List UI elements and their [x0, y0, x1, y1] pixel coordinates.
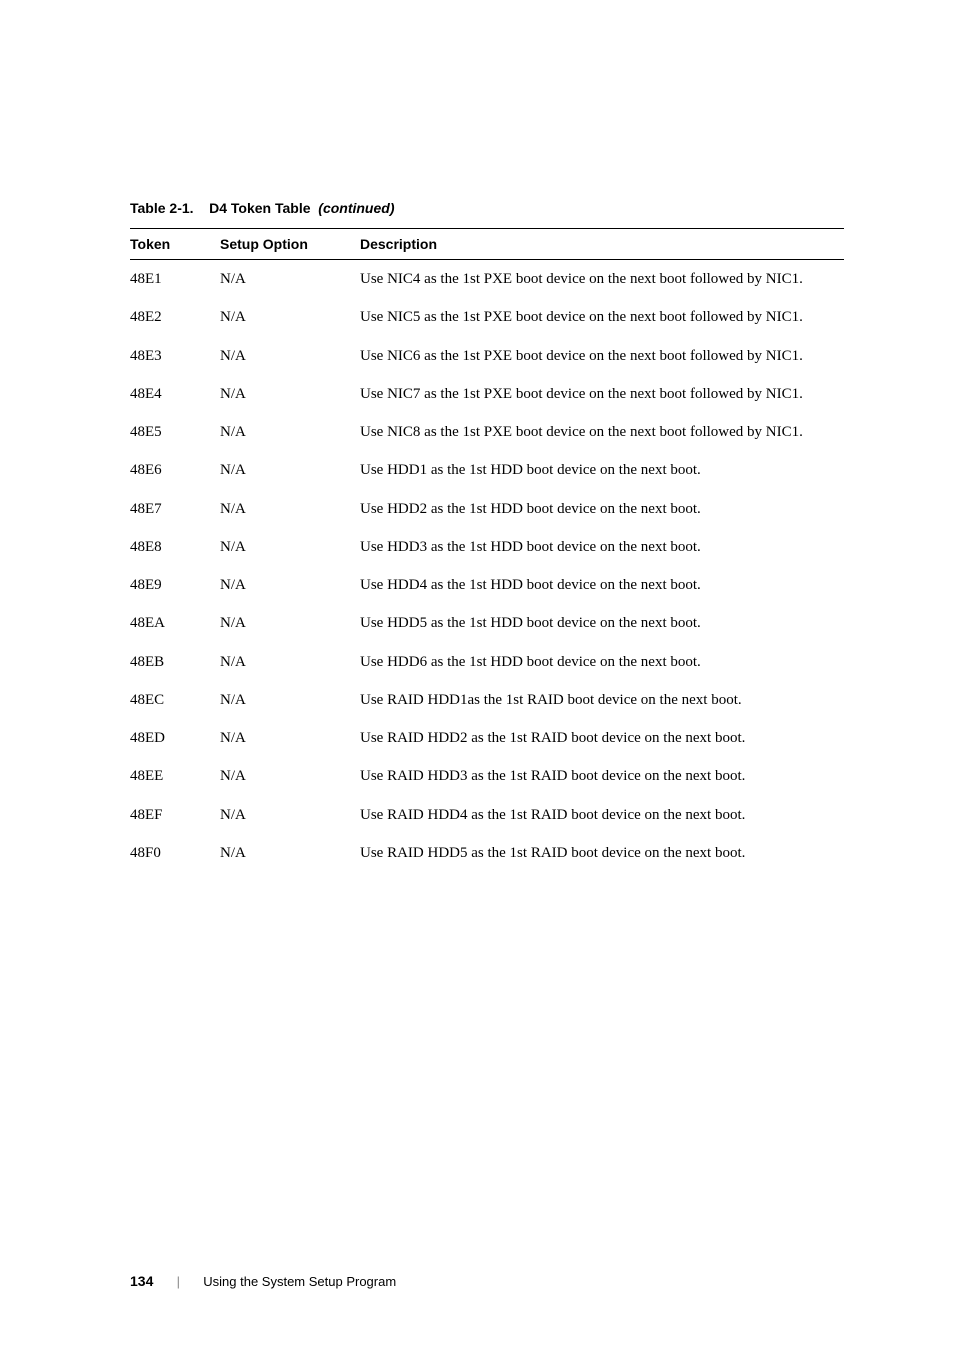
- cell-setup: N/A: [220, 719, 360, 757]
- header-token: Token: [130, 229, 220, 260]
- cell-setup: N/A: [220, 643, 360, 681]
- cell-description: Use HDD1 as the 1st HDD boot device on t…: [360, 451, 844, 489]
- cell-setup: N/A: [220, 298, 360, 336]
- cell-token: 48ED: [130, 719, 220, 757]
- header-setup: Setup Option: [220, 229, 360, 260]
- table-row: 48EA N/A Use HDD5 as the 1st HDD boot de…: [130, 604, 844, 642]
- cell-setup: N/A: [220, 528, 360, 566]
- table-header-row: Token Setup Option Description: [130, 229, 844, 260]
- cell-setup: N/A: [220, 796, 360, 834]
- cell-setup: N/A: [220, 260, 360, 299]
- cell-token: 48E9: [130, 566, 220, 604]
- cell-description: Use NIC5 as the 1st PXE boot device on t…: [360, 298, 844, 336]
- table-row: 48ED N/A Use RAID HDD2 as the 1st RAID b…: [130, 719, 844, 757]
- cell-description: Use RAID HDD1as the 1st RAID boot device…: [360, 681, 844, 719]
- cell-token: 48E2: [130, 298, 220, 336]
- table-row: 48EF N/A Use RAID HDD4 as the 1st RAID b…: [130, 796, 844, 834]
- header-description: Description: [360, 229, 844, 260]
- cell-token: 48E7: [130, 490, 220, 528]
- table-row: 48F0 N/A Use RAID HDD5 as the 1st RAID b…: [130, 834, 844, 872]
- cell-setup: N/A: [220, 681, 360, 719]
- cell-description: Use HDD5 as the 1st HDD boot device on t…: [360, 604, 844, 642]
- cell-setup: N/A: [220, 566, 360, 604]
- cell-description: Use NIC4 as the 1st PXE boot device on t…: [360, 260, 844, 299]
- table-row: 48E6 N/A Use HDD1 as the 1st HDD boot de…: [130, 451, 844, 489]
- cell-setup: N/A: [220, 490, 360, 528]
- page-footer: 134 | Using the System Setup Program: [130, 1273, 396, 1290]
- cell-description: Use NIC8 as the 1st PXE boot device on t…: [360, 413, 844, 451]
- cell-token: 48EF: [130, 796, 220, 834]
- cell-description: Use HDD3 as the 1st HDD boot device on t…: [360, 528, 844, 566]
- cell-token: 48E6: [130, 451, 220, 489]
- table-row: 48E2 N/A Use NIC5 as the 1st PXE boot de…: [130, 298, 844, 336]
- table-caption: Table 2-1. D4 Token Table (continued): [130, 200, 844, 216]
- token-table: Token Setup Option Description 48E1 N/A …: [130, 228, 844, 872]
- cell-token: 48F0: [130, 834, 220, 872]
- cell-token: 48EB: [130, 643, 220, 681]
- cell-setup: N/A: [220, 375, 360, 413]
- cell-description: Use NIC6 as the 1st PXE boot device on t…: [360, 337, 844, 375]
- cell-description: Use HDD4 as the 1st HDD boot device on t…: [360, 566, 844, 604]
- cell-setup: N/A: [220, 451, 360, 489]
- cell-setup: N/A: [220, 834, 360, 872]
- cell-token: 48E3: [130, 337, 220, 375]
- table-row: 48EB N/A Use HDD6 as the 1st HDD boot de…: [130, 643, 844, 681]
- table-row: 48E9 N/A Use HDD4 as the 1st HDD boot de…: [130, 566, 844, 604]
- cell-setup: N/A: [220, 413, 360, 451]
- cell-token: 48E4: [130, 375, 220, 413]
- caption-label: Table 2-1.: [130, 200, 194, 216]
- cell-description: Use RAID HDD2 as the 1st RAID boot devic…: [360, 719, 844, 757]
- cell-token: 48E1: [130, 260, 220, 299]
- table-row: 48EE N/A Use RAID HDD3 as the 1st RAID b…: [130, 757, 844, 795]
- table-row: 48E4 N/A Use NIC7 as the 1st PXE boot de…: [130, 375, 844, 413]
- cell-token: 48EA: [130, 604, 220, 642]
- table-row: 48E3 N/A Use NIC6 as the 1st PXE boot de…: [130, 337, 844, 375]
- table-row: 48E8 N/A Use HDD3 as the 1st HDD boot de…: [130, 528, 844, 566]
- cell-setup: N/A: [220, 604, 360, 642]
- footer-section: Using the System Setup Program: [203, 1274, 396, 1289]
- cell-token: 48E5: [130, 413, 220, 451]
- table-row: 48E1 N/A Use NIC4 as the 1st PXE boot de…: [130, 260, 844, 299]
- table-row: 48E5 N/A Use NIC8 as the 1st PXE boot de…: [130, 413, 844, 451]
- cell-token: 48EE: [130, 757, 220, 795]
- cell-description: Use RAID HDD5 as the 1st RAID boot devic…: [360, 834, 844, 872]
- cell-description: Use HDD6 as the 1st HDD boot device on t…: [360, 643, 844, 681]
- page-number: 134: [130, 1273, 153, 1289]
- cell-setup: N/A: [220, 757, 360, 795]
- cell-description: Use RAID HDD4 as the 1st RAID boot devic…: [360, 796, 844, 834]
- cell-token: 48E8: [130, 528, 220, 566]
- cell-description: Use NIC7 as the 1st PXE boot device on t…: [360, 375, 844, 413]
- caption-title: D4 Token Table: [209, 200, 310, 216]
- footer-separator: |: [177, 1274, 180, 1289]
- table-row: 48E7 N/A Use HDD2 as the 1st HDD boot de…: [130, 490, 844, 528]
- cell-setup: N/A: [220, 337, 360, 375]
- caption-continued: (continued): [318, 200, 394, 216]
- cell-description: Use HDD2 as the 1st HDD boot device on t…: [360, 490, 844, 528]
- cell-description: Use RAID HDD3 as the 1st RAID boot devic…: [360, 757, 844, 795]
- cell-token: 48EC: [130, 681, 220, 719]
- table-row: 48EC N/A Use RAID HDD1as the 1st RAID bo…: [130, 681, 844, 719]
